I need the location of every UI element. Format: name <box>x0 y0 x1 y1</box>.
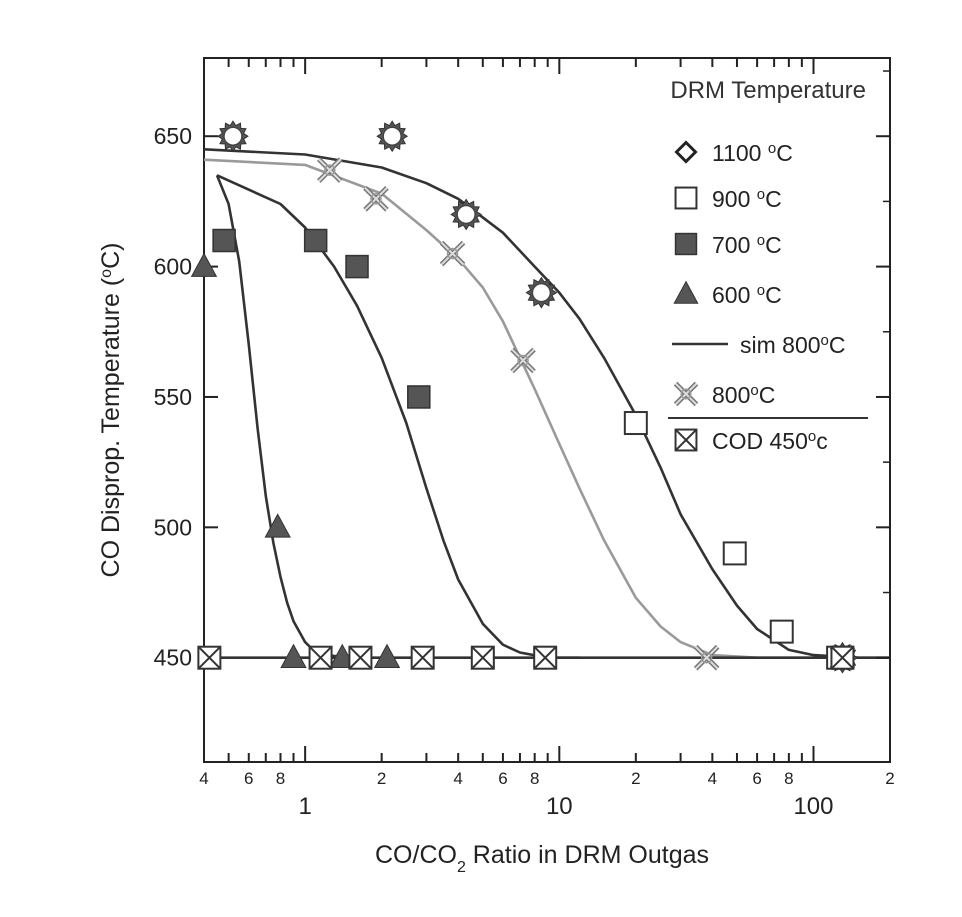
x-minor-tick-label: 2 <box>377 769 386 788</box>
x-minor-tick-label: 6 <box>498 769 507 788</box>
y-tick-label: 450 <box>154 645 192 671</box>
point-1100 <box>526 278 556 308</box>
point-cod450 <box>412 647 434 669</box>
x-major-tick-label: 1 <box>298 793 311 820</box>
fit-curves <box>204 149 890 657</box>
x-minor-tick-label: 4 <box>199 769 208 788</box>
y-tick-label: 600 <box>154 254 192 280</box>
x-major-tick-label: 100 <box>793 793 833 820</box>
legend-marker-cod450 <box>676 430 697 451</box>
legend-label-cod450: COD 450oc <box>712 428 828 455</box>
point-700 <box>408 386 430 408</box>
legend-label-800: 800oC <box>712 382 775 409</box>
curve-700 <box>217 175 579 657</box>
y-tick-label: 500 <box>154 514 192 540</box>
x-minor-tick-label: 2 <box>885 769 894 788</box>
legend-marker-900 <box>676 188 697 209</box>
point-700 <box>305 230 327 252</box>
x-minor-tick-label: 4 <box>453 769 462 788</box>
point-1100 <box>377 121 407 151</box>
point-cod450 <box>349 647 371 669</box>
point-900 <box>625 412 647 434</box>
legend-label-700: 700 oC <box>712 232 782 259</box>
legend-title: DRM Temperature <box>670 77 866 104</box>
point-800 <box>512 349 534 371</box>
point-700 <box>213 230 235 252</box>
x-minor-tick-label: 8 <box>530 769 539 788</box>
y-axis-title: CO Disprop. Temperature (oC) <box>97 243 125 578</box>
x-minor-tick-label: 8 <box>276 769 285 788</box>
point-1100 <box>451 199 481 229</box>
y-tick-label: 650 <box>154 123 192 149</box>
point-cod450 <box>831 647 853 669</box>
x-axis-title: CO/CO2 Ratio in DRM Outgas <box>375 841 709 876</box>
x-minor-tick-label: 2 <box>631 769 640 788</box>
curve-600 <box>217 175 350 657</box>
point-cod450 <box>472 647 494 669</box>
point-800 <box>442 243 464 265</box>
legend-marker-800 <box>676 384 697 405</box>
point-600 <box>375 645 400 668</box>
legend-label-900: 900 oC <box>712 186 782 213</box>
point-cod450 <box>534 647 556 669</box>
legend-label-600: 600 oC <box>712 282 782 309</box>
legend: DRM Temperature 1100 oC 900 oC 700 oC 600 o… <box>668 77 868 454</box>
point-cod450 <box>198 647 220 669</box>
x-minor-tick-label: 6 <box>244 769 253 788</box>
x-minor-tick-label: 4 <box>708 769 717 788</box>
point-600 <box>281 645 306 668</box>
point-1100 <box>218 121 248 151</box>
x-minor-tick-label: 8 <box>784 769 793 788</box>
legend-label-sim800: sim 800oC <box>740 332 846 359</box>
legend-marker-600 <box>674 282 697 304</box>
x-major-tick-label: 10 <box>546 793 573 820</box>
point-cod450 <box>310 647 332 669</box>
point-900 <box>724 542 746 564</box>
legend-label-1100: 1100 oC <box>712 140 793 167</box>
x-minor-tick-label: 6 <box>752 769 761 788</box>
y-tick-label: 550 <box>154 384 192 410</box>
legend-marker-700 <box>676 234 697 255</box>
legend-marker-1100 <box>677 143 696 162</box>
point-700 <box>346 256 368 278</box>
point-900 <box>771 621 793 643</box>
point-600 <box>192 254 217 277</box>
